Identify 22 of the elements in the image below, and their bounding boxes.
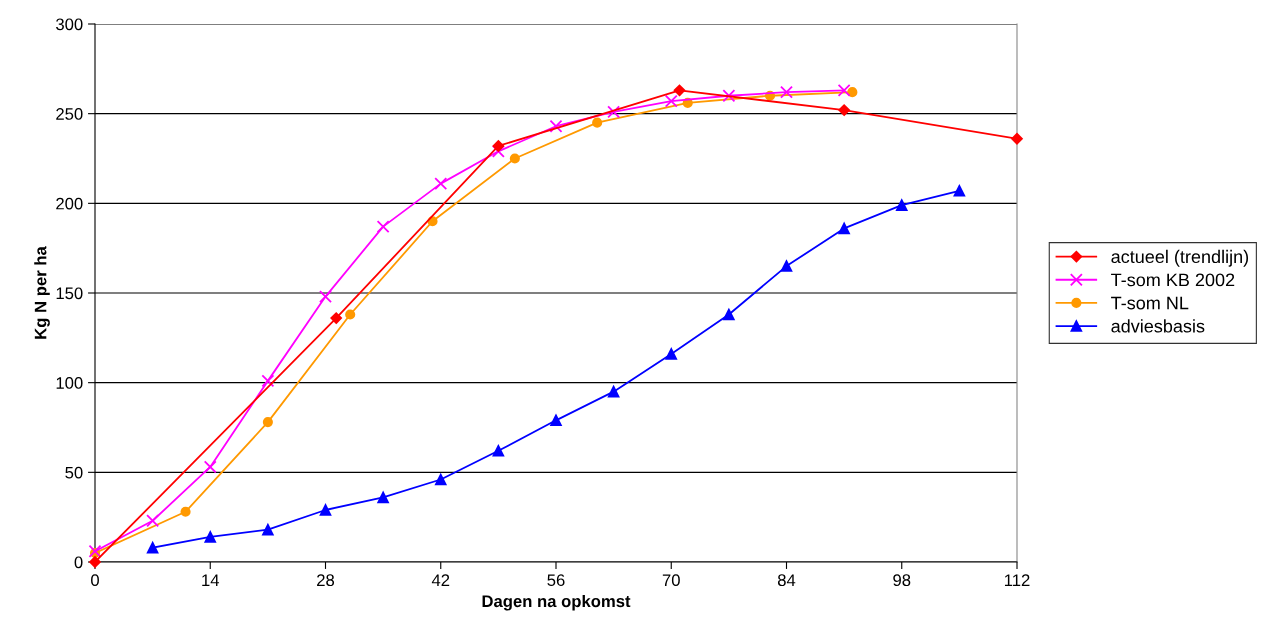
x-tick-label: 42: [431, 574, 450, 586]
y-tick-label: 100: [56, 377, 83, 389]
legend-label: adviesbasis: [1111, 319, 1205, 333]
x-axis-title: Dagen na opkomst: [482, 594, 631, 611]
x-tick-label: 28: [317, 574, 335, 587]
y-tick-label: 200: [56, 197, 83, 210]
x-tick-label: 112: [1004, 574, 1030, 586]
y-axis-title: Kg N per ha: [34, 246, 50, 339]
y-tick-label: 300: [56, 18, 83, 31]
legend-label: actueel (trendlijn): [1111, 249, 1249, 267]
legend-label: T-som KB 2002: [1111, 273, 1235, 287]
y-tick-label: 0: [74, 556, 83, 569]
x-tick-label: 98: [893, 574, 911, 587]
x-tick-label: 0: [91, 574, 99, 587]
x-tick-label: 14: [202, 574, 220, 586]
y-tick-label: 50: [65, 466, 83, 479]
x-tick-label: 70: [662, 574, 680, 587]
x-tick-label: 84: [777, 574, 796, 587]
y-tick-label: 250: [56, 108, 83, 120]
y-tick-label: 150: [56, 287, 83, 300]
x-tick-label: 56: [547, 574, 565, 587]
legend-label: T-som NL: [1111, 296, 1189, 310]
